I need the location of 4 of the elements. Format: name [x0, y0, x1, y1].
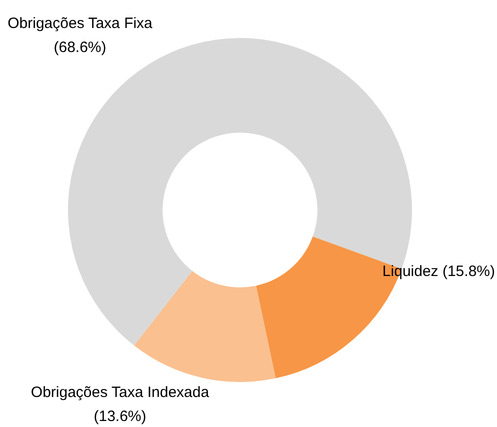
data-label: (13.6%) [94, 408, 146, 426]
slice-label: Obrigações Taxa Indexada [30, 384, 210, 402]
data-label: (68.6%) [54, 39, 106, 56]
slice-label: Obrigações Taxa Fixa [8, 15, 154, 32]
